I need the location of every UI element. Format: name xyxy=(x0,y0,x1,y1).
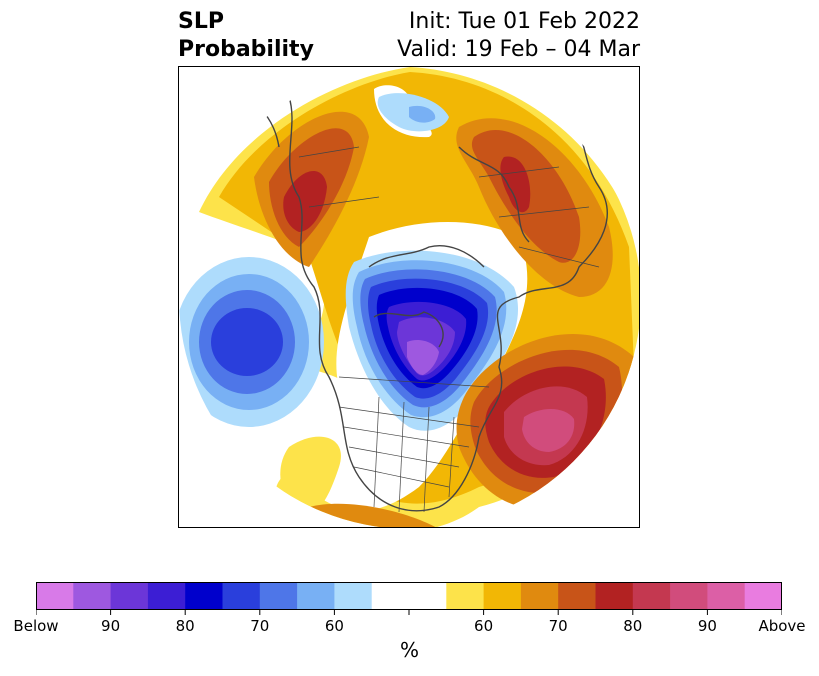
colorbar-tick-label: 60 xyxy=(474,617,494,635)
north-pacific-below-region xyxy=(179,257,324,427)
colorbar-cell xyxy=(110,582,149,610)
colorbar-tick-label: 70 xyxy=(548,617,568,635)
colorbar-cell xyxy=(185,582,223,610)
colorbar-unit: % xyxy=(399,638,419,662)
colorbar-tick-label: 80 xyxy=(175,617,195,635)
colorbar-cell xyxy=(483,582,522,610)
asia-above-region xyxy=(456,118,613,297)
colorbar-cell xyxy=(670,582,708,610)
title-line-2: Probability xyxy=(178,37,314,62)
colorbar-tick-label: 80 xyxy=(623,617,643,635)
forecast-dates: Init: Tue 01 Feb 2022 Valid: 19 Feb – 04… xyxy=(397,8,640,64)
colorbar-cell xyxy=(707,582,746,610)
probability-map xyxy=(178,66,640,528)
colorbar-cell xyxy=(520,582,559,610)
colorbar-tick-label: 90 xyxy=(101,617,121,635)
colorbar-cell xyxy=(446,582,484,610)
colorbar-cell xyxy=(632,582,671,610)
colorbar-cell xyxy=(371,582,410,610)
colorbar-cell xyxy=(558,582,596,610)
colorbar-cell xyxy=(409,582,447,610)
init-date: Init: Tue 01 Feb 2022 xyxy=(408,9,640,34)
colorbar-cell xyxy=(73,582,111,610)
colorbar-tick-label: 70 xyxy=(250,617,270,635)
colorbar-cell xyxy=(222,582,261,610)
colorbar-tick-label: Above xyxy=(758,617,806,635)
borders xyxy=(298,146,600,513)
colorbar-cell xyxy=(36,582,74,610)
valid-date: Valid: 19 Feb – 04 Mar xyxy=(397,37,640,62)
title-line-1: SLP xyxy=(178,9,224,34)
colorbar-cell xyxy=(147,582,186,610)
colorbar-cell xyxy=(259,582,298,610)
colorbar-tick-label: Below xyxy=(13,617,59,635)
colorbar xyxy=(36,582,782,615)
arctic-below-region xyxy=(377,93,449,132)
map-title: SLP Probability xyxy=(178,8,314,64)
colorbar-cell xyxy=(297,582,335,610)
colorbar-cell xyxy=(595,582,634,610)
colorbar-cell xyxy=(334,582,373,610)
colorbar-cell xyxy=(744,582,782,610)
colorbar-tick-label: 60 xyxy=(324,617,344,635)
colorbar-tick-label: 90 xyxy=(697,617,717,635)
coastlines xyxy=(238,86,608,512)
